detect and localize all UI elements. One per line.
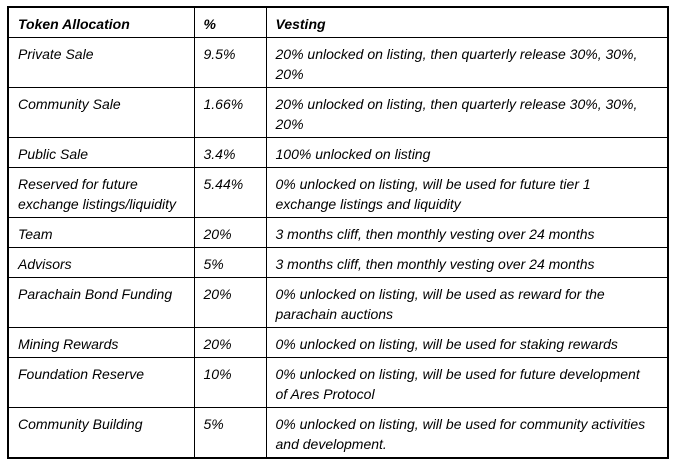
percent-cell: 3.4% bbox=[193, 137, 267, 168]
percent-cell: 10% bbox=[193, 357, 267, 408]
vesting-cell: 0% unlocked on listing, will be used for… bbox=[265, 327, 669, 358]
column-header-vesting: Vesting bbox=[265, 6, 669, 38]
percent-cell: 5% bbox=[193, 407, 267, 459]
vesting-cell: 3 months cliff, then monthly vesting ove… bbox=[265, 217, 669, 248]
column-header-token-allocation: Token Allocation bbox=[7, 6, 195, 38]
table-header-row: Token Allocation % Vesting bbox=[7, 6, 669, 38]
allocation-cell: Parachain Bond Funding bbox=[7, 277, 195, 328]
table-row: Parachain Bond Funding 20% 0% unlocked o… bbox=[7, 277, 669, 328]
table-row: Public Sale 3.4% 100% unlocked on listin… bbox=[7, 137, 669, 168]
percent-cell: 1.66% bbox=[193, 87, 267, 138]
vesting-cell: 0% unlocked on listing, will be used for… bbox=[265, 167, 669, 218]
allocation-cell: Team bbox=[7, 217, 195, 248]
percent-cell: 20% bbox=[193, 327, 267, 358]
percent-cell: 5.44% bbox=[193, 167, 267, 218]
allocation-cell: Foundation Reserve bbox=[7, 357, 195, 408]
allocation-cell: Community Building bbox=[7, 407, 195, 459]
allocation-cell: Community Sale bbox=[7, 87, 195, 138]
vesting-cell: 3 months cliff, then monthly vesting ove… bbox=[265, 247, 669, 278]
table-row: Private Sale 9.5% 20% unlocked on listin… bbox=[7, 37, 669, 88]
vesting-cell: 0% unlocked on listing, will be used for… bbox=[265, 357, 669, 408]
allocation-cell: Private Sale bbox=[7, 37, 195, 88]
table-row: Mining Rewards 20% 0% unlocked on listin… bbox=[7, 327, 669, 358]
vesting-cell: 0% unlocked on listing, will be used for… bbox=[265, 407, 669, 459]
table-row: Reserved for future exchange listings/li… bbox=[7, 167, 669, 218]
table-row: Advisors 5% 3 months cliff, then monthly… bbox=[7, 247, 669, 278]
allocation-cell: Advisors bbox=[7, 247, 195, 278]
vesting-cell: 100% unlocked on listing bbox=[265, 137, 669, 168]
percent-cell: 9.5% bbox=[193, 37, 267, 88]
percent-cell: 5% bbox=[193, 247, 267, 278]
allocation-cell: Mining Rewards bbox=[7, 327, 195, 358]
percent-cell: 20% bbox=[193, 217, 267, 248]
table-row: Community Building 5% 0% unlocked on lis… bbox=[7, 407, 669, 459]
vesting-cell: 20% unlocked on listing, then quarterly … bbox=[265, 37, 669, 88]
table-row: Team 20% 3 months cliff, then monthly ve… bbox=[7, 217, 669, 248]
percent-cell: 20% bbox=[193, 277, 267, 328]
vesting-cell: 20% unlocked on listing, then quarterly … bbox=[265, 87, 669, 138]
table-row: Foundation Reserve 10% 0% unlocked on li… bbox=[7, 357, 669, 408]
vesting-cell: 0% unlocked on listing, will be used as … bbox=[265, 277, 669, 328]
table-row: Community Sale 1.66% 20% unlocked on lis… bbox=[7, 87, 669, 138]
allocation-cell: Public Sale bbox=[7, 137, 195, 168]
allocation-cell: Reserved for future exchange listings/li… bbox=[7, 167, 195, 218]
column-header-percent: % bbox=[193, 6, 267, 38]
token-allocation-table: Token Allocation % Vesting Private Sale … bbox=[7, 6, 669, 459]
